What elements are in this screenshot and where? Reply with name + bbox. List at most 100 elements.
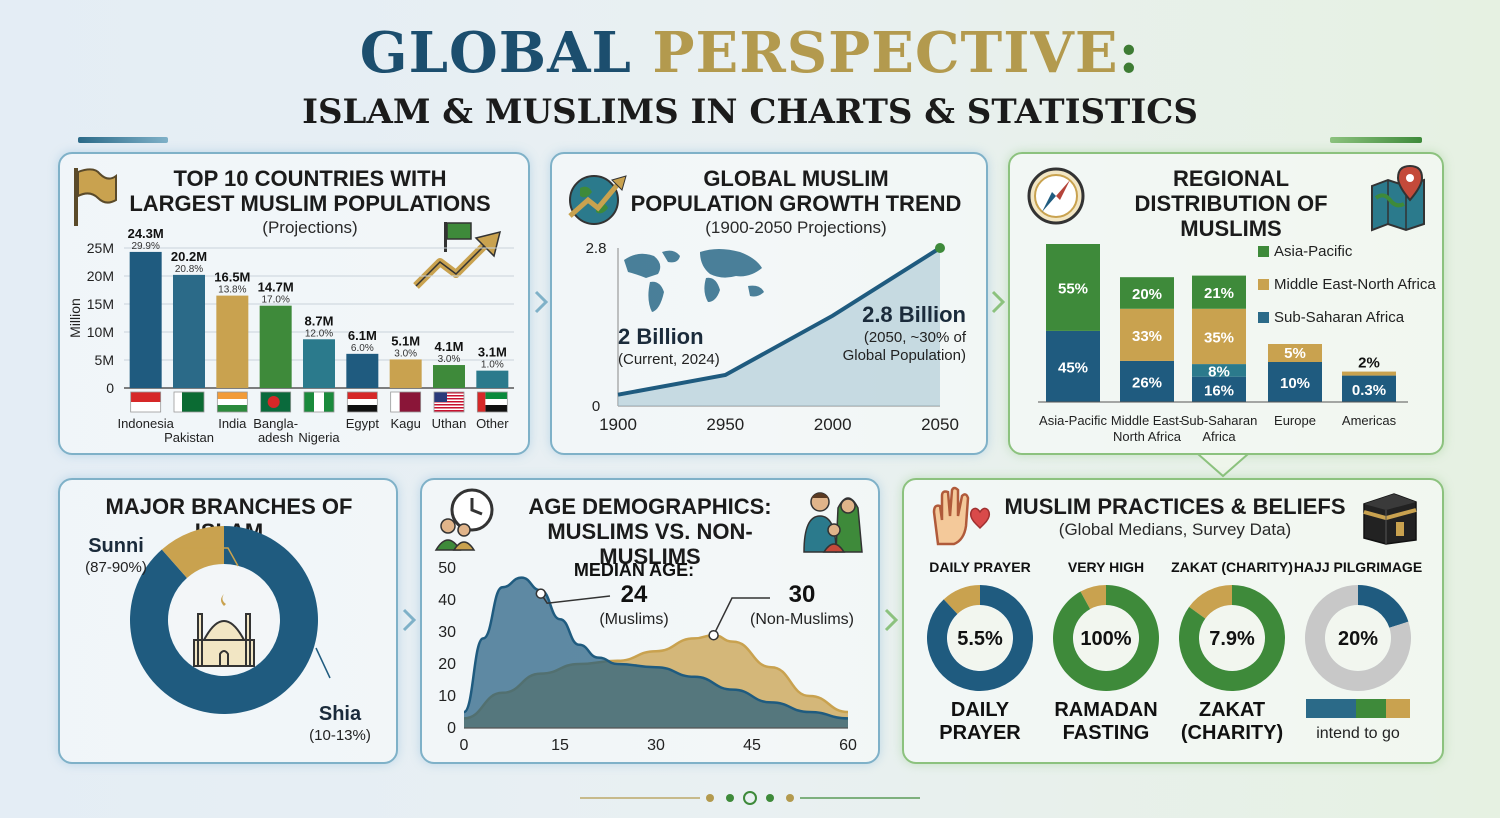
chevron-right-icon [534, 290, 549, 314]
donut-slice [943, 585, 980, 614]
bar-value-label: 6.1M [348, 328, 377, 343]
legend-swatch [1258, 312, 1269, 323]
y-tick-label: 5M [95, 352, 114, 368]
flag-bangladesh-icon [260, 391, 292, 413]
annotation-note: (2050, ~30% of [864, 329, 967, 346]
divider-right [1330, 137, 1422, 143]
stack-segment [1120, 360, 1174, 402]
donut-slice [1305, 585, 1411, 691]
y-tick-label: 25M [87, 240, 114, 256]
x-tick-label: 45 [743, 737, 761, 754]
bar-pct-label: 3.0% [394, 348, 417, 359]
x-tick-label: Nigeria [298, 430, 340, 445]
flag-pakistan-icon [173, 391, 205, 413]
stack-label: 33% [1132, 328, 1162, 345]
chevron-right-icon [991, 290, 1006, 314]
annotation-note: (Current, 2024) [618, 351, 720, 368]
x-tick-label: adesh [258, 430, 293, 445]
title-part-3: : [1118, 20, 1141, 86]
bar-value-label: 5.1M [391, 333, 420, 348]
x-tick-label: India [218, 416, 247, 431]
y-tick-label: 30 [438, 624, 456, 641]
y-tick-label: 10 [438, 688, 456, 705]
flag-uae-icon [476, 391, 508, 413]
stack-segment [1192, 376, 1246, 402]
stack-segment [1046, 244, 1100, 331]
stack-segment [1342, 375, 1396, 402]
annotation-value: 2 Billion [618, 324, 704, 349]
clock-family-icon [434, 488, 494, 551]
panel-title-top-countries: TOP 10 COUNTRIES WITH LARGEST MUSLIM POP… [129, 166, 491, 216]
crescent-icon [221, 594, 226, 606]
bar-value-label: 24.3M [128, 226, 164, 241]
line-muslims [462, 576, 849, 720]
divider-left [78, 137, 168, 143]
growth-area [618, 248, 940, 406]
bar [303, 339, 335, 388]
bar [129, 251, 162, 388]
flag-qatar-icon [390, 391, 422, 413]
donut-hole [1074, 606, 1138, 670]
practice-center-value: 5.5% [957, 628, 1003, 650]
x-tick-label: North Africa [1113, 429, 1182, 444]
flag-icon [74, 168, 117, 226]
panel-subtitle-top-countries: (Projections) [262, 218, 358, 237]
y-tick-label: 2.8 [586, 240, 607, 257]
hand-heart-icon [932, 486, 991, 546]
compass-icon [1027, 167, 1085, 225]
panel-title-regional: REGIONAL DISTRIBUTION OF MUSLIMS [1134, 166, 1328, 241]
x-tick-label: 2950 [706, 415, 744, 434]
median-marker [535, 588, 547, 599]
y-tick-label: 10M [87, 324, 114, 340]
bar [216, 295, 249, 388]
donut-slice [927, 585, 1033, 691]
practice-center-value: 100% [1080, 628, 1131, 650]
annotation-note: Global Population) [843, 347, 966, 364]
leader-line [712, 597, 770, 636]
practice-caption: (CHARITY) [1181, 722, 1283, 744]
sunni-note: (87-90%) [85, 559, 147, 576]
family-icon [803, 492, 863, 553]
stack-label: 5% [1284, 345, 1306, 362]
donut-slice [1179, 585, 1285, 691]
leader-line [315, 647, 331, 679]
practice-center-value: 20% [1338, 628, 1378, 650]
panel-title-growth: GLOBAL MUSLIM POPULATION GROWTH TREND [630, 166, 962, 216]
chevron-right-icon [884, 608, 899, 632]
bar-value-label: 3.1M [478, 345, 507, 360]
median-note-muslims: (Muslims) [599, 611, 668, 628]
practice-caption: FASTING [1063, 722, 1150, 744]
bar-pct-label: 17.0% [261, 295, 289, 306]
legend-label: Sub-Saharan Africa [1274, 309, 1405, 326]
x-tick-label: 0 [460, 737, 469, 754]
shia-label: Shia [319, 703, 362, 725]
flag-indonesia-icon [130, 391, 162, 413]
median-value-non-muslims: 30 [789, 581, 816, 608]
practice-caption: DAILY [951, 699, 1010, 721]
donut-hole [948, 606, 1012, 670]
flag-nigeria-icon [303, 391, 335, 413]
bar [173, 274, 205, 388]
bar-pct-label: 13.8% [218, 285, 246, 296]
median-note-non-muslims: (Non-Muslims) [750, 611, 854, 628]
x-tick-label: Bangla- [253, 416, 298, 431]
bar-value-label: 20.2M [171, 249, 207, 264]
stack-label: 2% [1358, 355, 1380, 372]
x-tick-label: Europe [1274, 413, 1316, 428]
stack-label: 55% [1058, 280, 1088, 297]
area-muslims [464, 577, 848, 728]
x-tick-label: Asia-Pacific [1039, 413, 1107, 428]
stack-label: 26% [1132, 374, 1162, 391]
median-marker [708, 629, 719, 641]
bar-value-label: 16.5M [214, 270, 250, 285]
progress-bar-mid [1356, 699, 1386, 718]
practice-caption: ZAKAT [1199, 699, 1265, 721]
bar-pct-label: 3.0% [438, 354, 461, 365]
practice-center-value: 7.9% [1209, 628, 1255, 650]
y-tick-label: 50 [438, 560, 456, 577]
stack-segment [1268, 344, 1322, 362]
stack-label: 20% [1132, 286, 1162, 303]
x-tick-label: Other [476, 416, 509, 431]
